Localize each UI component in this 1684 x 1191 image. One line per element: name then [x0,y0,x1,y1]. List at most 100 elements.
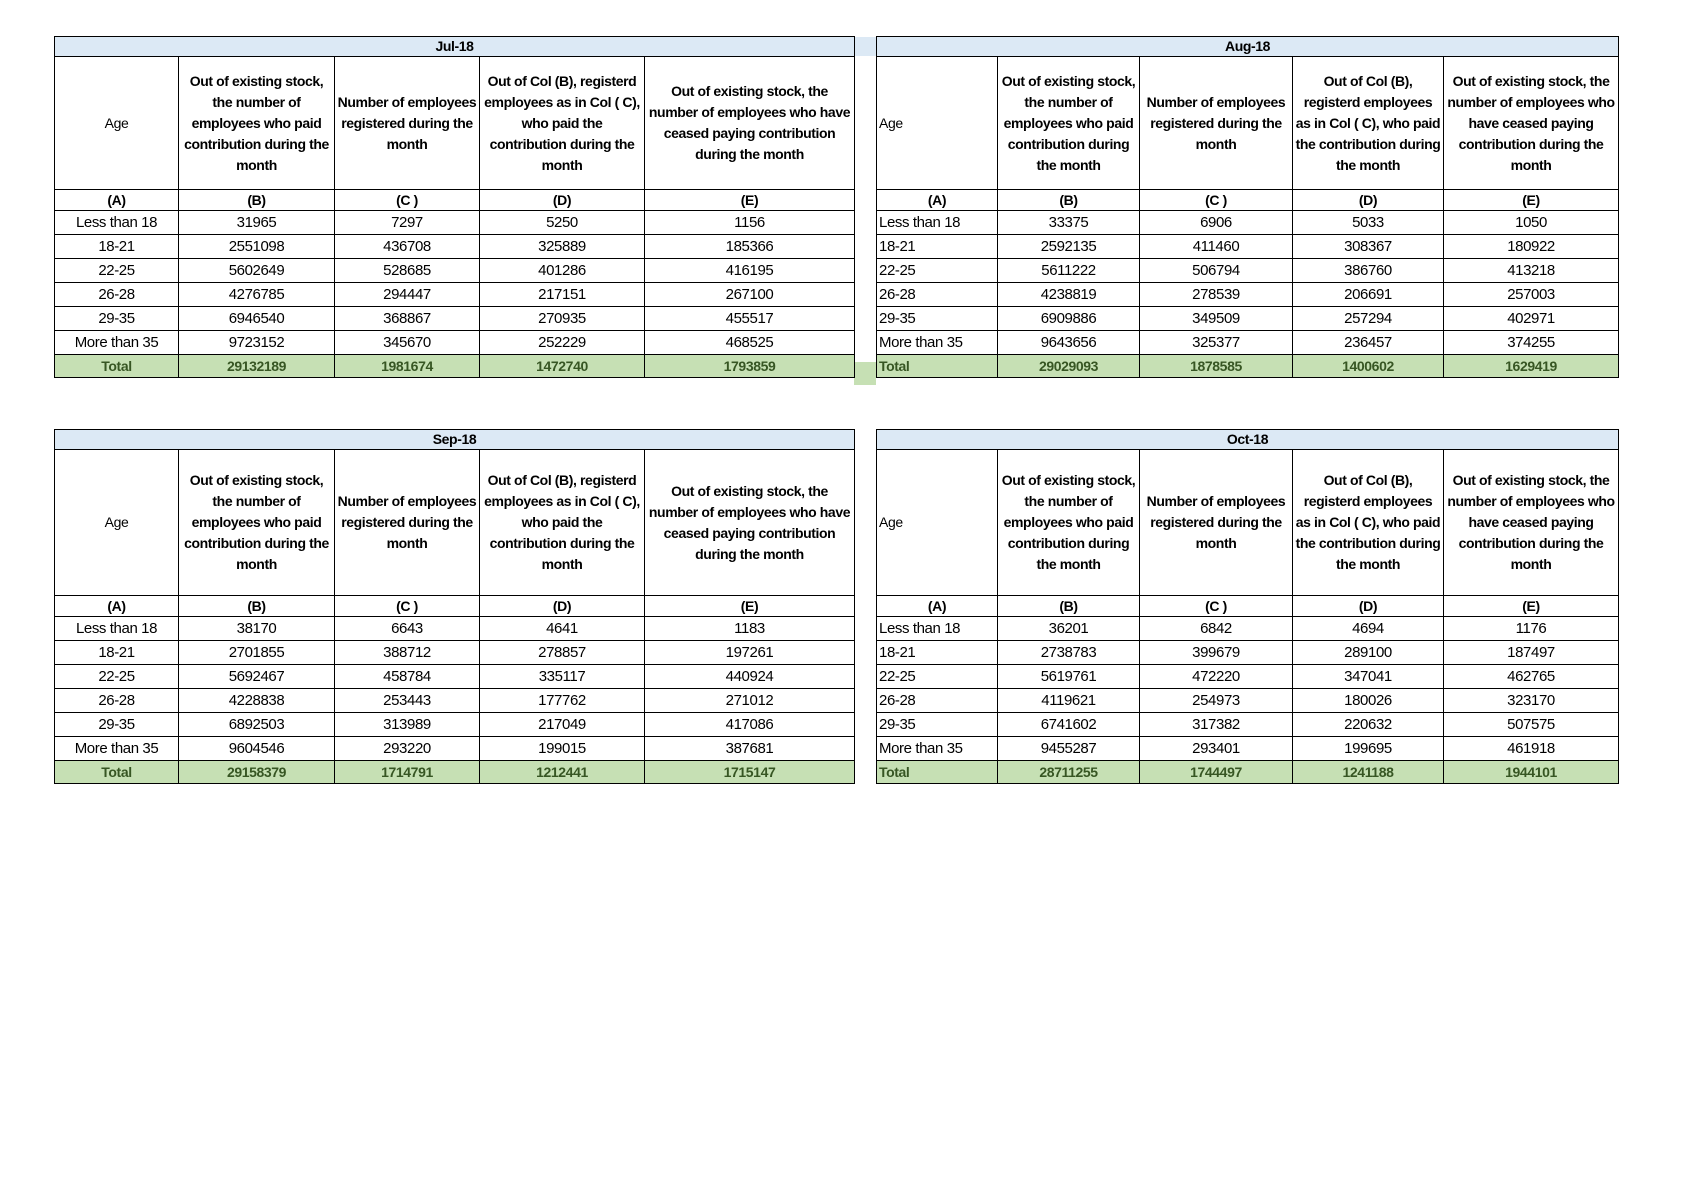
age-group: 26-28 [876,282,998,307]
value-cell: 220632 [1292,712,1444,737]
total-value: 1981674 [334,354,480,378]
value-cell: 6909886 [997,306,1140,331]
value-cell: 402971 [1442,306,1620,331]
value-cell: 4228838 [178,688,335,713]
value-cell: 4119621 [997,688,1140,713]
value-cell: 33375 [997,210,1140,235]
column-header-c: Number of employees registered during th… [1139,56,1293,190]
month-title: Oct-18 [875,429,1620,450]
value-cell: 187497 [1442,640,1620,665]
total-label: Total [876,354,998,378]
value-cell: 440924 [644,664,855,689]
value-cell: 1050 [1442,210,1620,235]
value-cell: 5619761 [997,664,1140,689]
total-value: 29158379 [178,760,335,784]
value-cell: 1176 [1442,616,1620,641]
column-letter: (C ) [1139,189,1293,211]
value-cell: 416195 [643,258,856,283]
column-letter: (E) [644,595,855,617]
value-cell: 257294 [1292,306,1444,331]
value-cell: 293401 [1139,736,1293,761]
column-letter: (D) [479,595,645,617]
column-header-row: Age Out of existing stock, the number of … [54,449,855,596]
value-cell: 254973 [1139,688,1293,713]
value-cell: 6741602 [997,712,1140,737]
value-cell: 399679 [1139,640,1293,665]
value-cell: 253443 [334,688,480,713]
age-group: 18-21 [876,234,998,259]
value-cell: 347041 [1292,664,1444,689]
table-row: 22-25 5692467 458784 335117 440924 [54,664,855,689]
column-header-row: Age Out of existing stock, the number of … [54,56,856,190]
column-header-e: Out of existing stock, the number of emp… [1442,449,1620,596]
value-cell: 386760 [1292,258,1444,283]
column-letter-row: (A) (B) (C ) (D) (E) [54,189,856,211]
table-row: 18-21 2551098 436708 325889 185366 [54,234,856,259]
value-cell: 278539 [1139,282,1293,307]
column-letter: (A) [876,595,998,617]
column-letter: (D) [479,189,645,211]
value-cell: 6906 [1139,210,1293,235]
age-group: Less than 18 [54,210,179,235]
value-cell: 506794 [1139,258,1293,283]
value-cell: 313989 [334,712,480,737]
column-header-c: Number of employees registered during th… [334,449,480,596]
column-header-e: Out of existing stock, the number of emp… [643,56,856,190]
value-cell: 468525 [643,330,856,355]
age-group: Less than 18 [54,616,179,641]
month-title-row: Aug-18 [875,36,1620,57]
column-header-c: Number of employees registered during th… [334,56,480,190]
value-cell: 9723152 [178,330,335,355]
value-cell: 374255 [1442,330,1620,355]
total-value: 1944101 [1442,760,1620,784]
value-cell: 289100 [1292,640,1444,665]
value-cell: 5692467 [178,664,335,689]
age-group: 29-35 [54,306,179,331]
value-cell: 401286 [479,258,645,283]
value-cell: 335117 [479,664,645,689]
total-row: Total 29029093 1878585 1400602 1629419 [876,354,1620,378]
value-cell: 270935 [479,306,645,331]
column-letter: (A) [54,189,179,211]
column-letter: (E) [643,189,856,211]
column-header-e: Out of existing stock, the number of emp… [1442,56,1620,190]
value-cell: 199695 [1292,736,1444,761]
age-group: 26-28 [54,282,179,307]
value-cell: 2738783 [997,640,1140,665]
value-cell: 2592135 [997,234,1140,259]
age-group: 22-25 [54,664,179,689]
value-cell: 1183 [644,616,855,641]
age-group: Less than 18 [876,616,998,641]
total-label: Total [876,760,998,784]
total-value: 1714791 [334,760,480,784]
column-letter: (B) [178,189,335,211]
column-header-age: Age [54,449,179,596]
value-cell: 507575 [1442,712,1620,737]
table-row: More than 35 9455287 293401 199695 461918 [876,736,1620,761]
table-row: 29-35 6892503 313989 217049 417086 [54,712,855,737]
table-row: 26-28 4119621 254973 180026 323170 [876,688,1620,713]
total-value: 1629419 [1442,354,1620,378]
age-group: 18-21 [876,640,998,665]
total-value: 29132189 [178,354,335,378]
value-cell: 308367 [1292,234,1444,259]
value-cell: 197261 [644,640,855,665]
table-row: Less than 18 33375 6906 5033 1050 [876,210,1620,235]
value-cell: 5611222 [997,258,1140,283]
total-value: 1715147 [644,760,855,784]
value-cell: 38170 [178,616,335,641]
value-cell: 271012 [644,688,855,713]
column-header-d: Out of Col (B), registerd employees as i… [479,56,645,190]
table-row: 22-25 5611222 506794 386760 413218 [876,258,1620,283]
column-header-b: Out of existing stock, the number of emp… [178,449,335,596]
table-oct-18: Oct-18 Age Out of existing stock, the numb… [875,429,1620,784]
age-group: More than 35 [876,736,998,761]
value-cell: 252229 [479,330,645,355]
value-cell: 4694 [1292,616,1444,641]
column-header-d: Out of Col (B), registerd employees as i… [1292,449,1444,596]
value-cell: 177762 [479,688,645,713]
column-letter-row: (A) (B) (C ) (D) (E) [876,595,1620,617]
age-group: 18-21 [54,234,179,259]
column-header-b: Out of existing stock, the number of emp… [997,449,1140,596]
total-value: 1241188 [1292,760,1444,784]
